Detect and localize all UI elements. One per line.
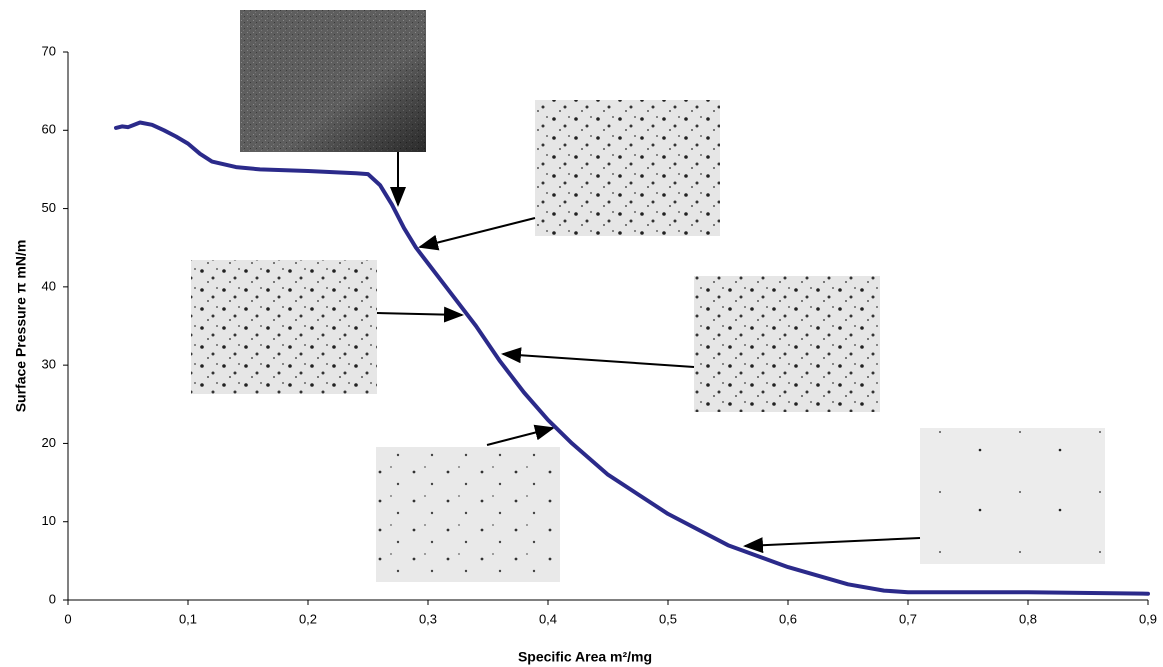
arrow [743, 537, 921, 554]
x-axis-title: Specific Area m²/mg [518, 649, 652, 665]
y-tick-label: 0 [49, 591, 56, 606]
arrow [501, 347, 695, 368]
y-tick-label: 50 [42, 200, 56, 215]
insets [191, 10, 1105, 582]
y-tick-label: 30 [42, 357, 56, 372]
y-tick-label: 70 [42, 43, 56, 58]
curve [114, 120, 1150, 596]
micrograph [191, 260, 377, 394]
y-tick-label: 40 [42, 278, 56, 293]
x-tick-label: 0 [64, 611, 71, 626]
arrow [376, 306, 464, 323]
x-tick-label: 0,9 [1139, 611, 1157, 626]
x-tick-label: 0,7 [899, 611, 917, 626]
x-tick-label: 0,3 [419, 611, 437, 626]
micrograph [535, 100, 720, 236]
x-tick-label: 0,5 [659, 611, 677, 626]
y-tick-label: 20 [42, 435, 56, 450]
x-tick-label: 0,2 [299, 611, 317, 626]
micrograph [920, 428, 1105, 564]
x-tick-label: 0,6 [779, 611, 797, 626]
arrow [486, 424, 555, 446]
x-tick-label: 0,4 [539, 611, 557, 626]
y-axis-title: Surface Pressure π mN/m [13, 240, 29, 413]
arrow [418, 217, 536, 251]
micrograph-shade [240, 10, 426, 152]
y-tick-label: 10 [42, 513, 56, 528]
micrograph [376, 447, 560, 582]
x-tick-label: 0,1 [179, 611, 197, 626]
y-tick-label: 60 [42, 122, 56, 137]
micrograph [694, 276, 880, 412]
x-tick-label: 0,8 [1019, 611, 1037, 626]
